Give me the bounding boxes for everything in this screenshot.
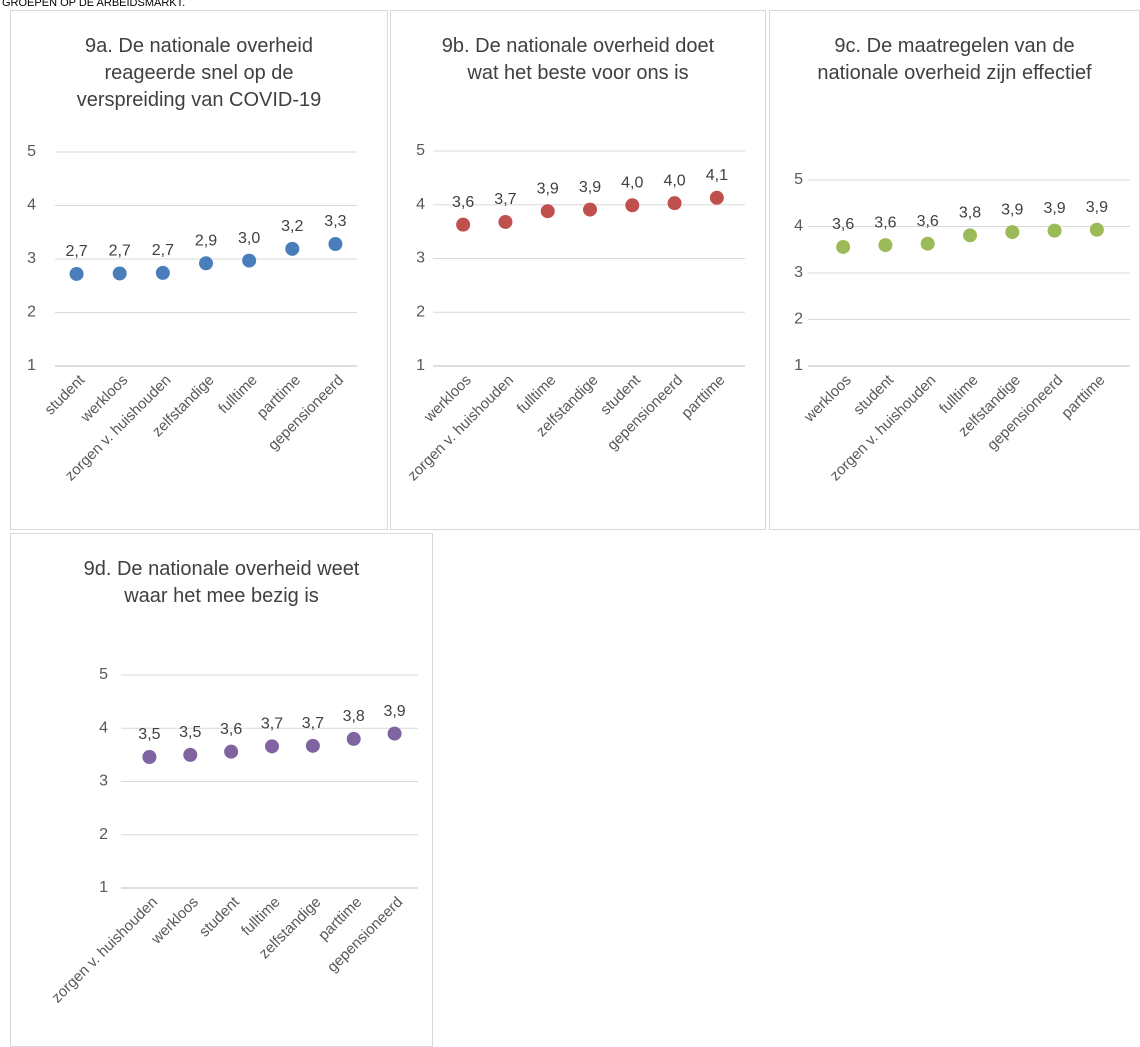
dot	[387, 726, 402, 741]
value-label: 3,7	[261, 716, 283, 733]
value-label: 3,9	[537, 180, 559, 197]
dot	[1005, 225, 1020, 240]
y-tick-label: 1	[794, 357, 803, 374]
value-label: 4,0	[663, 172, 685, 189]
value-label: 3,0	[238, 230, 260, 247]
x-tick-label: gepensioneerd	[265, 372, 347, 454]
value-label: 3,9	[1086, 199, 1108, 216]
value-label: 3,6	[452, 194, 474, 211]
y-tick-label: 1	[27, 357, 36, 374]
dot	[69, 266, 84, 281]
dot	[199, 256, 213, 271]
value-label: 3,6	[917, 213, 939, 230]
dot	[667, 196, 682, 211]
value-label: 3,6	[874, 214, 896, 231]
dot	[498, 214, 513, 229]
y-tick-label: 4	[416, 196, 425, 213]
value-label: 4,0	[621, 175, 643, 192]
dot	[1047, 223, 1062, 238]
chart-title: 9a. De nationale overheid reageerde snel…	[76, 35, 322, 111]
dot	[963, 228, 977, 243]
value-label: 3,3	[324, 213, 346, 230]
value-label: 3,7	[302, 715, 324, 732]
dot	[540, 204, 555, 219]
value-label: 3,9	[383, 703, 405, 720]
x-tick-label: parttime	[678, 372, 728, 422]
y-tick-label: 3	[27, 250, 36, 267]
value-label: 4,1	[706, 167, 728, 184]
value-label: 3,2	[281, 218, 303, 235]
value-label: 2,7	[65, 243, 87, 260]
y-tick-label: 5	[416, 142, 425, 159]
dot	[285, 241, 300, 256]
dot	[1089, 222, 1104, 237]
value-label: 3,9	[1043, 200, 1065, 217]
dot	[242, 253, 257, 268]
y-tick-label: 3	[416, 250, 425, 267]
value-label: 2,7	[109, 243, 131, 260]
dot	[456, 217, 471, 232]
y-tick-label: 5	[99, 666, 108, 683]
value-label: 3,7	[494, 191, 516, 208]
dot	[142, 750, 157, 765]
value-label: 3,6	[220, 721, 242, 738]
y-tick-label: 1	[99, 879, 108, 896]
value-label: 3,5	[138, 726, 160, 743]
dot	[836, 239, 851, 254]
y-tick-label: 4	[27, 197, 36, 214]
value-label: 3,8	[959, 205, 981, 222]
y-tick-label: 2	[794, 311, 803, 328]
dot	[265, 739, 279, 754]
dot	[920, 236, 935, 251]
dot	[183, 747, 198, 762]
dot	[305, 738, 320, 753]
value-label: 3,9	[1001, 201, 1023, 218]
value-label: 3,6	[832, 216, 854, 233]
dot	[155, 265, 170, 280]
dot	[709, 190, 724, 205]
y-tick-label: 2	[27, 304, 36, 321]
y-tick-label: 2	[99, 826, 108, 843]
x-tick-label: werkloos	[800, 372, 855, 427]
value-label: 3,8	[343, 708, 365, 725]
dot	[328, 237, 343, 252]
dot	[625, 198, 640, 213]
chart-title: 9c. De maatregelen van de nationale over…	[817, 35, 1092, 84]
chart-title: 9d. De nationale overheid weet waar het …	[83, 558, 360, 607]
y-tick-label: 4	[99, 719, 108, 736]
y-tick-label: 4	[794, 218, 803, 235]
chart-title: 9b. De nationale overheid doet wat het b…	[441, 35, 715, 84]
dot	[224, 744, 239, 759]
x-tick-label: parttime	[1058, 372, 1108, 422]
x-tick-label: zorgen v. huishouden	[48, 894, 161, 1007]
x-tick-label: student	[196, 893, 243, 940]
panel	[10, 533, 433, 1047]
dot	[583, 202, 597, 217]
value-label: 2,9	[195, 232, 217, 249]
x-tick-label: gepensioneerd	[324, 894, 406, 976]
panel	[390, 10, 766, 530]
dot	[878, 238, 893, 253]
dot	[112, 266, 127, 281]
page-header: GROEPEN OP DE ARBEIDSMARKT.	[2, 0, 186, 9]
y-tick-label: 5	[27, 143, 36, 160]
x-tick-label: gepensioneerd	[604, 372, 686, 454]
value-label: 3,9	[579, 179, 601, 196]
x-tick-label: gepensioneerd	[984, 372, 1066, 454]
value-label: 2,7	[152, 242, 174, 259]
y-tick-label: 2	[416, 303, 425, 320]
y-tick-label: 3	[794, 264, 803, 281]
value-label: 3,5	[179, 724, 201, 741]
y-tick-label: 5	[794, 171, 803, 188]
dot	[346, 731, 361, 746]
y-tick-label: 1	[416, 357, 425, 374]
y-tick-label: 3	[99, 773, 108, 790]
